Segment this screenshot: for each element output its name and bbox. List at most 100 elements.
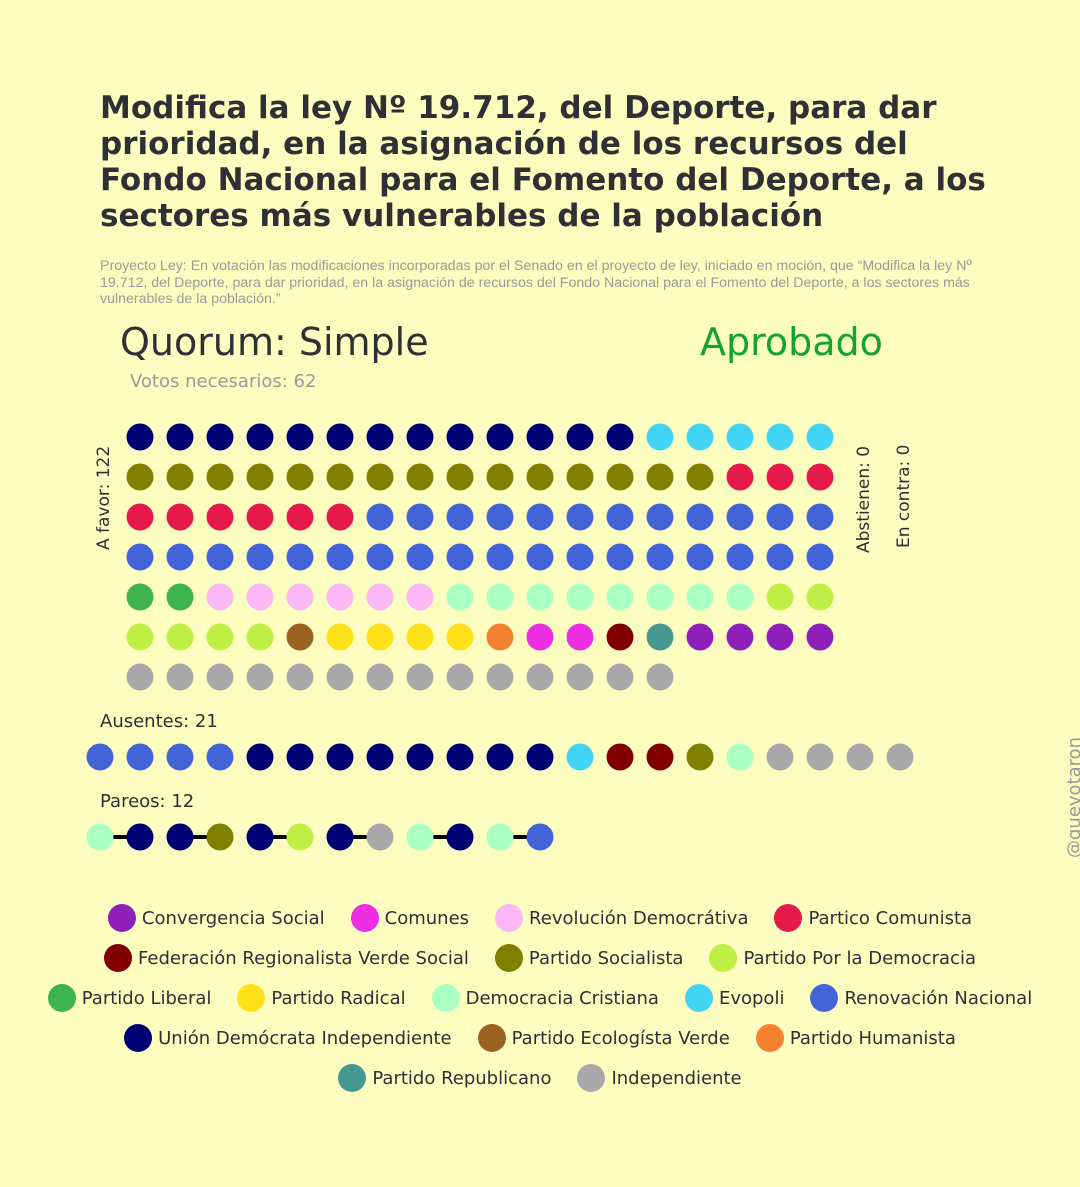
legend-label: Partido Radical bbox=[271, 987, 406, 1009]
legend-swatch bbox=[577, 1064, 606, 1092]
seat-a-favor bbox=[286, 463, 314, 491]
seat-ausente bbox=[446, 743, 474, 771]
seat-a-favor bbox=[286, 623, 314, 651]
legend-swatch bbox=[107, 904, 136, 932]
legend-label: Partido Humanista bbox=[789, 1027, 956, 1049]
legend-swatch bbox=[47, 984, 76, 1012]
seat-ausente bbox=[126, 743, 154, 771]
seat-a-favor bbox=[566, 623, 594, 651]
seat-a-favor bbox=[126, 503, 154, 531]
legend-swatch bbox=[237, 984, 266, 1012]
seat-a-favor bbox=[566, 503, 594, 531]
seat-a-favor bbox=[486, 463, 514, 491]
seat-a-favor bbox=[766, 423, 794, 451]
seat-pareo bbox=[246, 823, 274, 851]
seat-a-favor bbox=[566, 583, 594, 611]
seat-a-favor bbox=[126, 663, 154, 691]
seat-a-favor bbox=[406, 583, 434, 611]
seat-a-favor bbox=[406, 463, 434, 491]
seat-a-favor bbox=[726, 543, 754, 571]
seat-ausente bbox=[806, 743, 834, 771]
legend-item: Partido Radical bbox=[237, 984, 406, 1012]
seat-pareo bbox=[126, 823, 154, 851]
seat-a-favor bbox=[326, 463, 354, 491]
seat-pareo bbox=[326, 823, 354, 851]
seat-a-favor bbox=[606, 423, 634, 451]
seat-a-favor bbox=[566, 663, 594, 691]
seat-a-favor bbox=[366, 663, 394, 691]
seat-ausente bbox=[166, 743, 194, 771]
seat-a-favor bbox=[246, 463, 274, 491]
seat-a-favor bbox=[366, 543, 394, 571]
seat-a-favor bbox=[326, 543, 354, 571]
seat-a-favor bbox=[286, 663, 314, 691]
seat-a-favor bbox=[566, 463, 594, 491]
seat-a-favor bbox=[766, 463, 794, 491]
seat-a-favor bbox=[606, 463, 634, 491]
seat-a-favor bbox=[686, 463, 714, 491]
seat-a-favor bbox=[126, 463, 154, 491]
seat-ausente bbox=[86, 743, 114, 771]
legend-item: Evopoli bbox=[684, 984, 784, 1012]
seat-a-favor bbox=[686, 423, 714, 451]
seat-a-favor bbox=[366, 423, 394, 451]
seat-a-favor bbox=[766, 503, 794, 531]
legend-swatch bbox=[495, 904, 524, 932]
legend-row: Unión Demócrata Independiente Partido Eco… bbox=[20, 1018, 1060, 1058]
seat-a-favor bbox=[406, 423, 434, 451]
seat-pareo bbox=[406, 823, 434, 851]
seat-a-favor bbox=[406, 663, 434, 691]
legend-swatch bbox=[338, 1064, 367, 1092]
legend-item: Independiente bbox=[577, 1064, 742, 1092]
seat-a-favor bbox=[646, 423, 674, 451]
seat-a-favor bbox=[606, 543, 634, 571]
seat-pareo bbox=[526, 823, 554, 851]
seat-a-favor bbox=[126, 543, 154, 571]
legend-label: Partido Liberal bbox=[81, 987, 212, 1009]
legend-label: Democracia Cristiana bbox=[465, 987, 659, 1009]
seat-a-favor bbox=[166, 423, 194, 451]
seat-a-favor bbox=[446, 543, 474, 571]
legend-swatch bbox=[709, 944, 738, 972]
seat-a-favor bbox=[526, 463, 554, 491]
legend-item: Partido Socialista bbox=[494, 944, 683, 972]
seat-a-favor bbox=[246, 663, 274, 691]
seat-a-favor bbox=[166, 583, 194, 611]
seat-ausente bbox=[646, 743, 674, 771]
legend-label: Partido Republicano bbox=[372, 1067, 552, 1089]
seat-a-favor bbox=[766, 623, 794, 651]
legend-label: Convergencia Social bbox=[141, 907, 325, 929]
seat-a-favor bbox=[206, 463, 234, 491]
seat-a-favor bbox=[726, 623, 754, 651]
seat-a-favor bbox=[486, 663, 514, 691]
seat-a-favor bbox=[206, 663, 234, 691]
seat-a-favor bbox=[206, 583, 234, 611]
seat-a-favor bbox=[486, 503, 514, 531]
seat-ausente bbox=[886, 743, 914, 771]
seat-a-favor bbox=[526, 583, 554, 611]
seat-a-favor bbox=[566, 543, 594, 571]
seat-ausente bbox=[766, 743, 794, 771]
seat-ausente bbox=[526, 743, 554, 771]
legend-swatch bbox=[104, 944, 132, 972]
pareos-label: Pareos: 12 bbox=[100, 791, 195, 812]
legend-label: Independiente bbox=[611, 1067, 742, 1089]
seat-a-favor bbox=[206, 423, 234, 451]
seat-a-favor bbox=[286, 583, 314, 611]
seat-a-favor bbox=[446, 503, 474, 531]
legend-swatch bbox=[810, 984, 839, 1012]
seat-a-favor bbox=[446, 463, 474, 491]
seat-a-favor bbox=[686, 503, 714, 531]
ausentes-label: Ausentes: 21 bbox=[100, 711, 218, 732]
seat-a-favor bbox=[406, 543, 434, 571]
legend-row: Partido Republicano Independiente bbox=[20, 1058, 1060, 1098]
seat-a-favor bbox=[246, 503, 274, 531]
legend-swatch bbox=[477, 1024, 506, 1052]
quorum-label: Quorum: Simple bbox=[120, 320, 429, 364]
seat-a-favor bbox=[126, 623, 154, 651]
seat-pareo bbox=[166, 823, 194, 851]
seat-a-favor bbox=[526, 623, 554, 651]
seat-a-favor bbox=[806, 503, 834, 531]
chart-subtitle: Proyecto Ley: En votación las modificaci… bbox=[100, 258, 972, 307]
